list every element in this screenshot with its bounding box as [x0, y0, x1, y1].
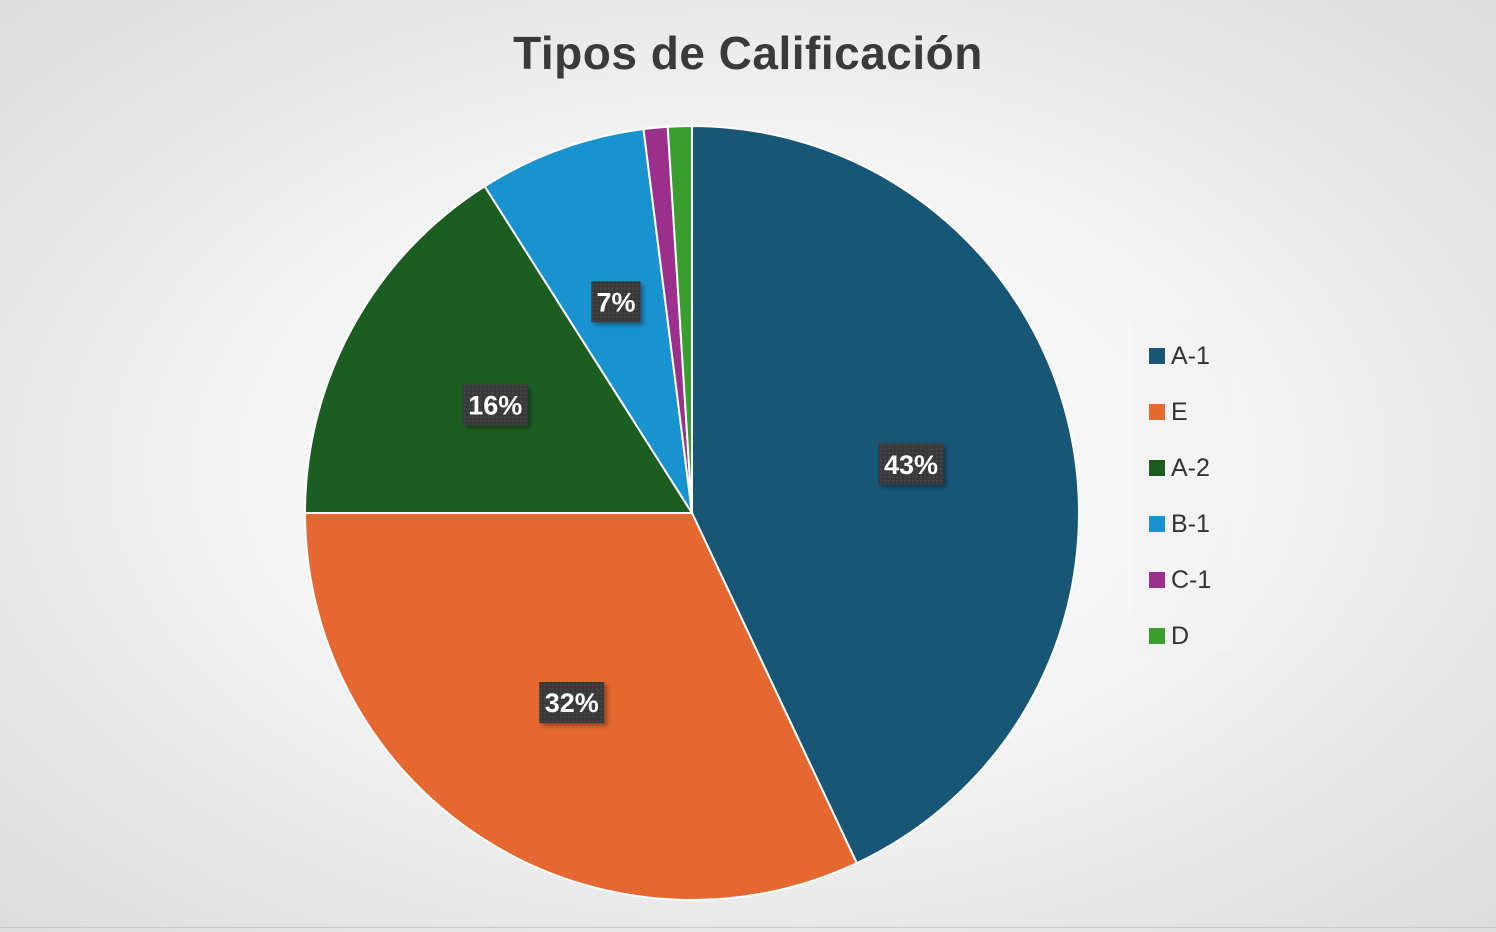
data-label-text: 43%	[884, 450, 938, 480]
pie-slice-a-2	[303, 184, 694, 514]
pie-slice-a-1	[691, 124, 1080, 865]
data-label-box	[878, 443, 944, 485]
legend-label: E	[1171, 397, 1188, 426]
legend-swatch	[1149, 460, 1165, 476]
legend-label: A-1	[1171, 341, 1210, 370]
chart-title: Tipos de Calificación	[513, 27, 983, 79]
legend-swatch	[1149, 628, 1165, 644]
legend-item-b-1: B-1	[1133, 496, 1231, 552]
data-label-text: 16%	[468, 391, 522, 421]
data-label-b-1: 7%	[591, 281, 641, 323]
legend-swatch	[1149, 404, 1165, 420]
pie-slice-d	[666, 124, 693, 514]
legend-swatch	[1149, 572, 1165, 588]
data-label-a-2: 16%	[462, 384, 528, 426]
chart-legend: A-1 E A-2 B-1 C-1 D	[1133, 316, 1231, 653]
legend-item-a-1: A-1	[1133, 328, 1231, 384]
data-label-box	[591, 281, 641, 323]
legend-swatch	[1149, 348, 1165, 364]
legend-label: B-1	[1171, 509, 1210, 538]
legend-swatch	[1149, 516, 1165, 532]
legend-label: D	[1171, 621, 1190, 650]
legend-label: A-2	[1171, 453, 1210, 482]
data-label-box	[539, 682, 605, 724]
legend-item-e: E	[1133, 384, 1231, 440]
legend-item-a-2: A-2	[1133, 440, 1231, 496]
data-label-e: 32%	[539, 682, 605, 724]
pie-slice-b-1	[483, 127, 693, 514]
legend-item-c-1: C-1	[1133, 552, 1231, 608]
data-label-box	[462, 384, 528, 426]
bottom-edge-line	[0, 927, 1496, 932]
data-label-a-1: 43%	[878, 443, 944, 485]
data-label-text: 32%	[545, 688, 599, 718]
legend-item-d: D	[1133, 608, 1231, 664]
legend-label: C-1	[1171, 565, 1212, 594]
data-label-text: 7%	[596, 288, 635, 318]
